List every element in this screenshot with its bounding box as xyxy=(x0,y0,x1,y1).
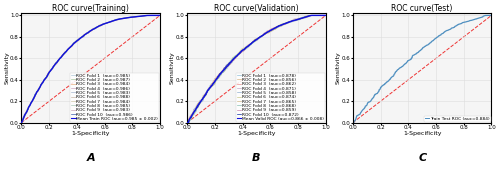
X-axis label: 1-Specificity: 1-Specificity xyxy=(403,131,442,136)
Y-axis label: Sensitivity: Sensitivity xyxy=(336,52,340,84)
Legend: ROC Fold 1  (auc=0.985), ROC Fold 2  (auc=0.987), ROC Fold 3  (auc=0.984), ROC F: ROC Fold 1 (auc=0.985), ROC Fold 2 (auc=… xyxy=(70,72,159,122)
Legend: Train Test ROC (auc=0.884): Train Test ROC (auc=0.884) xyxy=(424,116,490,122)
Y-axis label: Sensitivity: Sensitivity xyxy=(170,52,175,84)
X-axis label: 1-Specificity: 1-Specificity xyxy=(237,131,276,136)
Text: C: C xyxy=(418,153,426,163)
Text: A: A xyxy=(86,153,95,163)
Title: ROC curve(Training): ROC curve(Training) xyxy=(52,4,129,13)
Text: B: B xyxy=(252,153,260,163)
Title: ROC curve(Test): ROC curve(Test) xyxy=(392,4,453,13)
Title: ROC curve(Validation): ROC curve(Validation) xyxy=(214,4,298,13)
Y-axis label: Sensitivity: Sensitivity xyxy=(4,52,9,84)
X-axis label: 1-Specificity: 1-Specificity xyxy=(72,131,110,136)
Legend: ROC Fold 1  (auc=0.878), ROC Fold 2  (auc=0.856), ROC Fold 3  (auc=0.862), ROC F: ROC Fold 1 (auc=0.878), ROC Fold 2 (auc=… xyxy=(236,72,325,122)
